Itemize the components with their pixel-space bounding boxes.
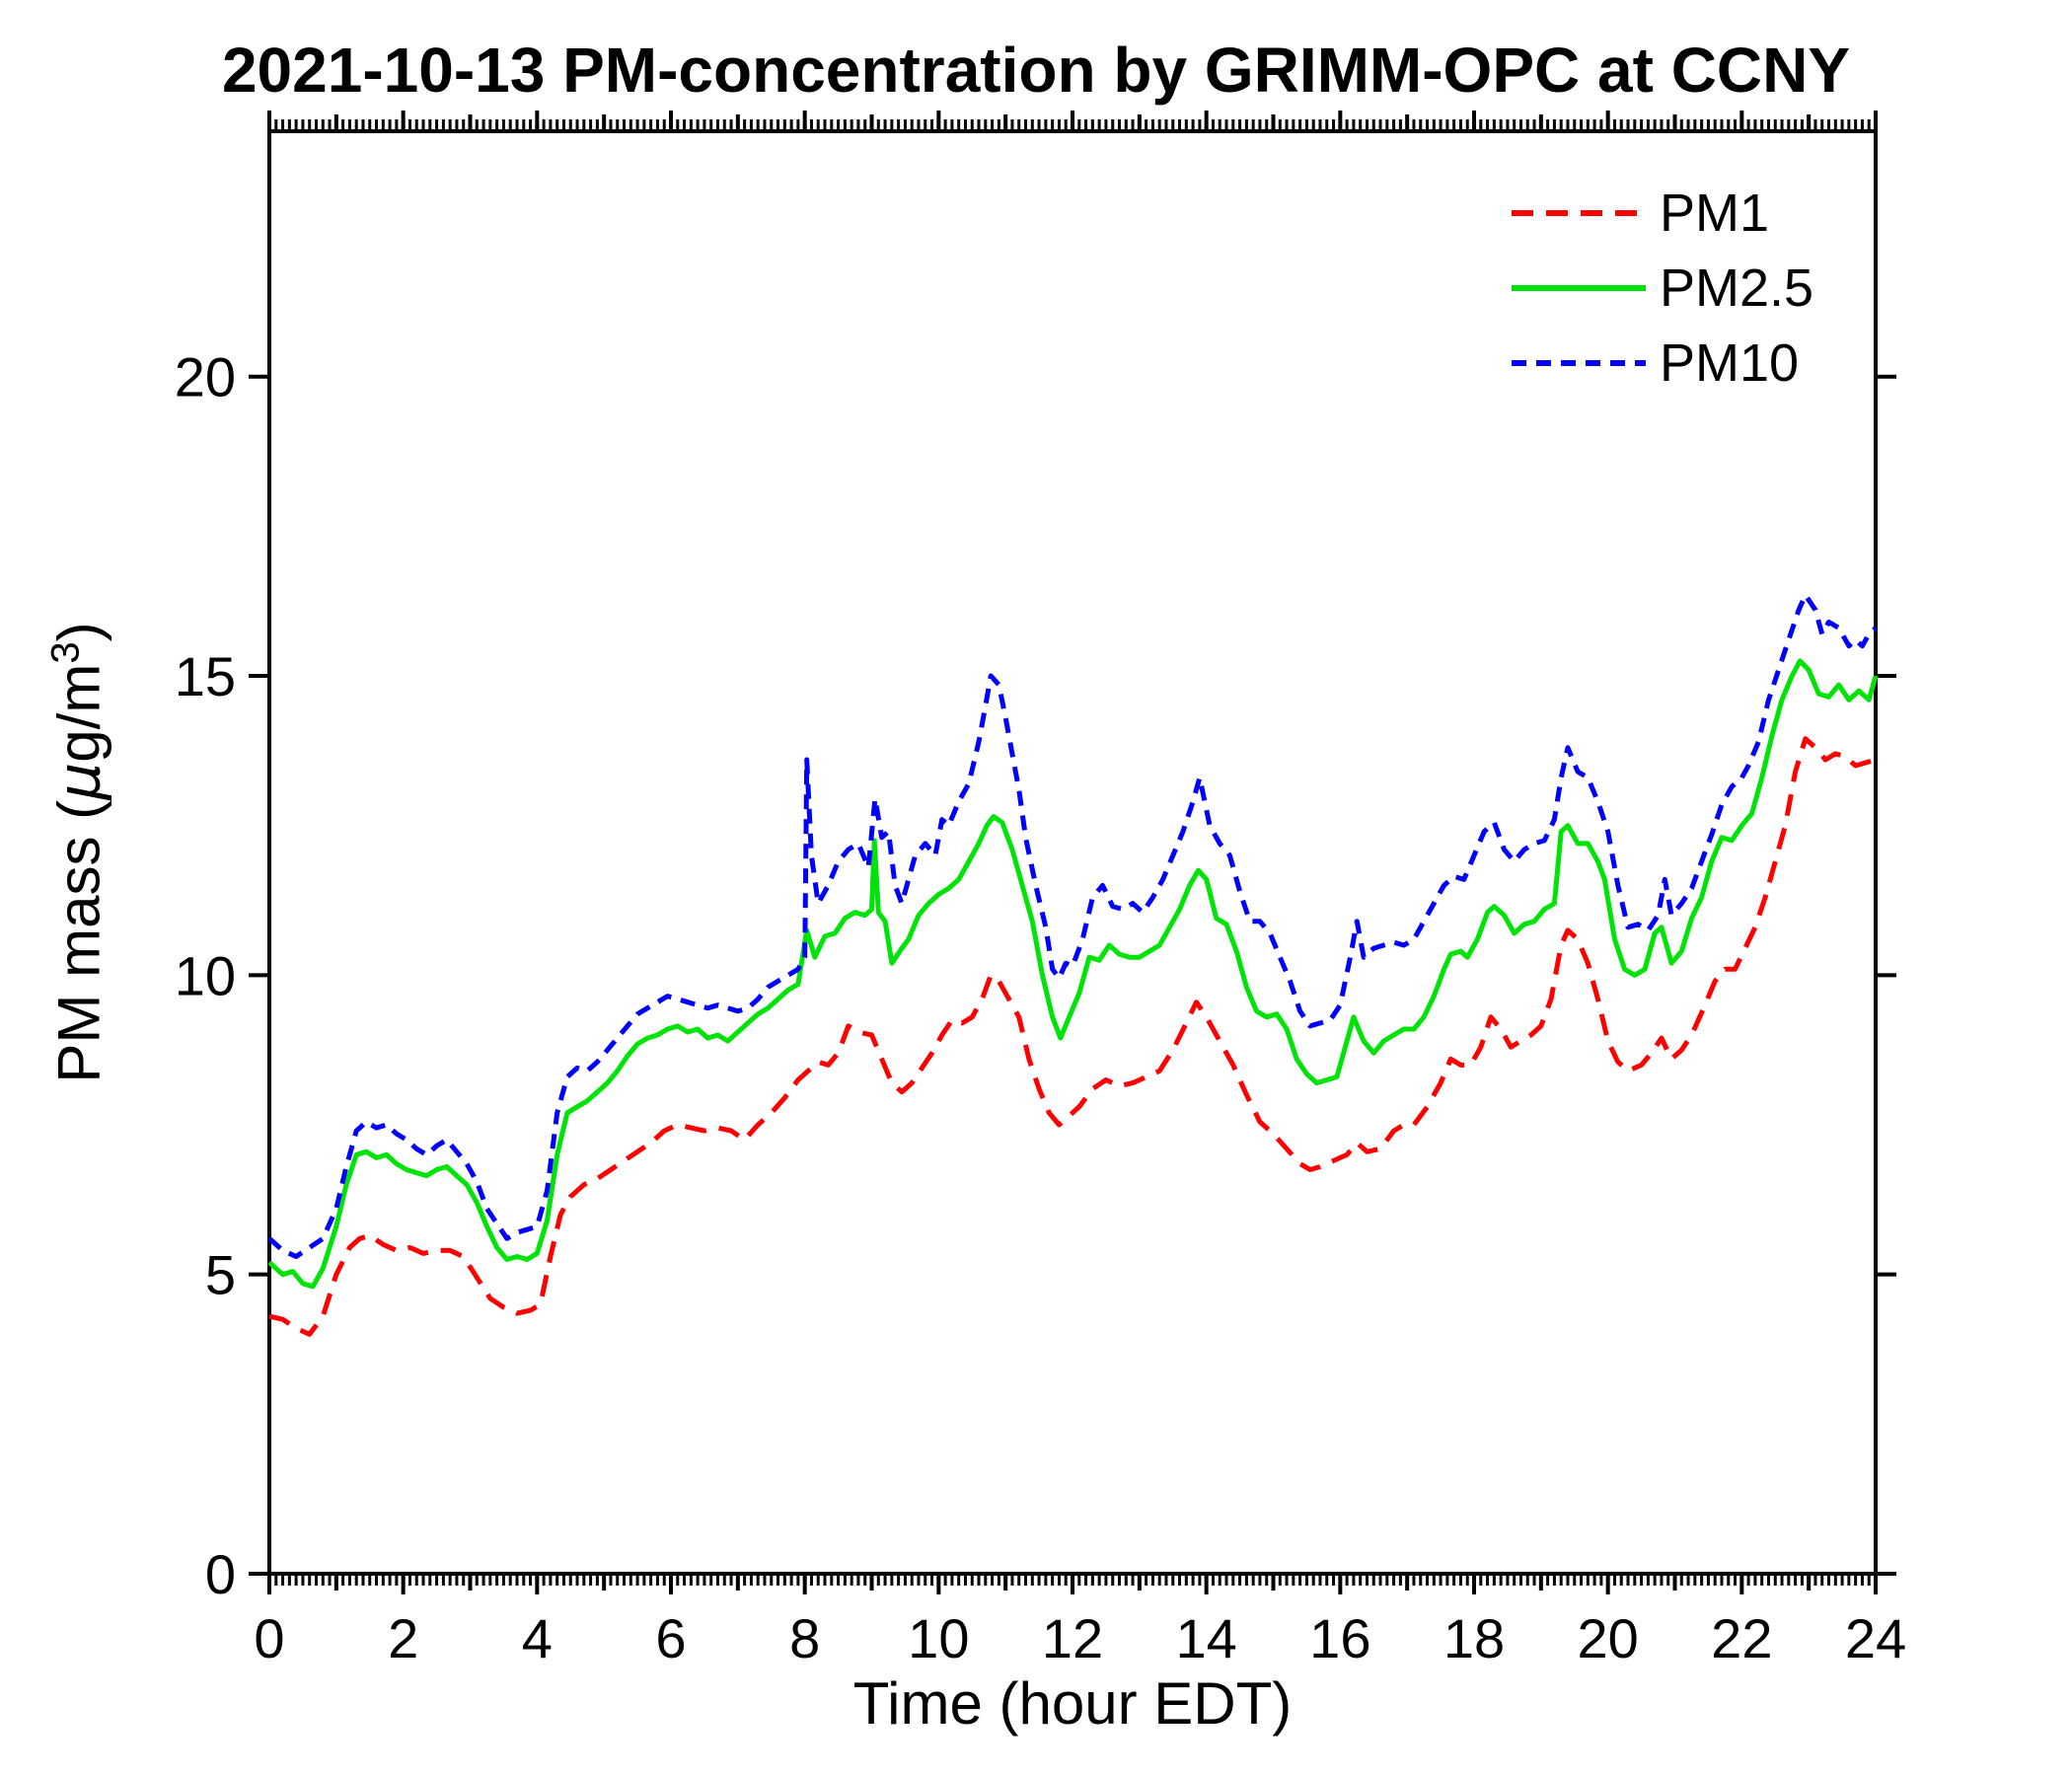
x-tick-label: 8 (789, 1607, 820, 1669)
legend-item-pm1: PM1 (1512, 176, 1813, 251)
legend-label-pm10: PM10 (1660, 333, 1800, 393)
y-tick-label: 0 (205, 1543, 236, 1605)
x-tick-label: 20 (1578, 1607, 1639, 1669)
series-pm10 (267, 592, 1878, 1259)
legend-label-pm1: PM1 (1660, 184, 1770, 243)
x-tick-label: 14 (1176, 1607, 1237, 1669)
x-tick-label: 12 (1042, 1607, 1103, 1669)
pm1-line-sample (1512, 210, 1646, 216)
page-title: 2021-10-13 PM-concentration by GRIMM-OPC… (221, 35, 1851, 106)
pm25-line-sample (1512, 285, 1646, 291)
y-tick-label: 10 (175, 944, 236, 1006)
y-tick-label: 15 (175, 645, 236, 707)
legend-label-pm25: PM2.5 (1660, 259, 1814, 318)
x-tick-label: 6 (655, 1607, 686, 1669)
x-tick-label: 24 (1845, 1607, 1906, 1669)
y-label-suffix: ) (45, 622, 112, 642)
pm10-line-sample (1512, 360, 1646, 366)
x-tick-label: 0 (254, 1607, 284, 1669)
legend: PM1 PM2.5 PM10 (1512, 176, 1813, 401)
x-axis-label: Time (hour EDT) (852, 1670, 1293, 1737)
y-axis-label: PM mass (μg/m3) (44, 622, 114, 1082)
x-tick-label: 16 (1309, 1607, 1370, 1669)
y-label-sup: 3 (43, 641, 88, 664)
series-pm2.5 (267, 658, 1879, 1290)
x-tick-label: 2 (388, 1607, 418, 1669)
x-tick-label: 18 (1443, 1607, 1505, 1669)
y-label-mid: g/m (45, 663, 112, 763)
x-tick-label: 22 (1711, 1607, 1772, 1669)
x-tick-label: 4 (522, 1607, 553, 1669)
y-tick-label: 5 (205, 1244, 236, 1306)
x-tick-label: 10 (908, 1607, 969, 1669)
legend-item-pm25: PM2.5 (1512, 251, 1813, 326)
mu-symbol: μ (44, 762, 114, 800)
y-label-prefix: PM mass ( (45, 799, 112, 1083)
y-tick-label: 20 (175, 346, 236, 408)
series-pm1 (268, 736, 1877, 1337)
legend-item-pm10: PM10 (1512, 326, 1813, 401)
